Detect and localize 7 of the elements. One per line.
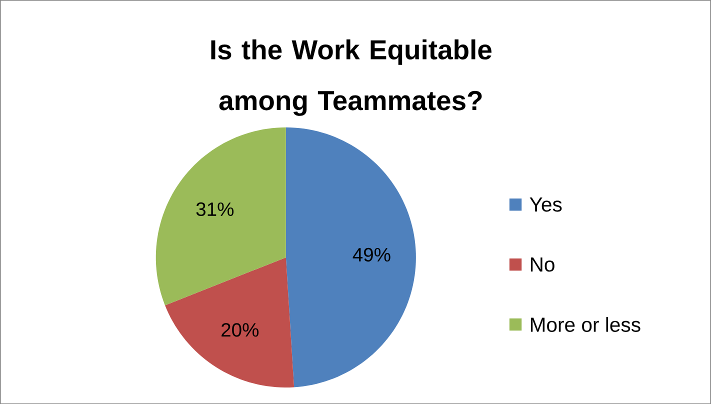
legend-label: More or less [530, 316, 640, 332]
data-label: 20% [222, 323, 259, 337]
data-label: 49% [352, 248, 390, 262]
data-label: 31% [196, 202, 234, 216]
legend-label: No [530, 257, 554, 272]
chart-title: Is the Work Equitable among Teammates? [211, 39, 492, 116]
legend-label: Yes [530, 197, 562, 212]
